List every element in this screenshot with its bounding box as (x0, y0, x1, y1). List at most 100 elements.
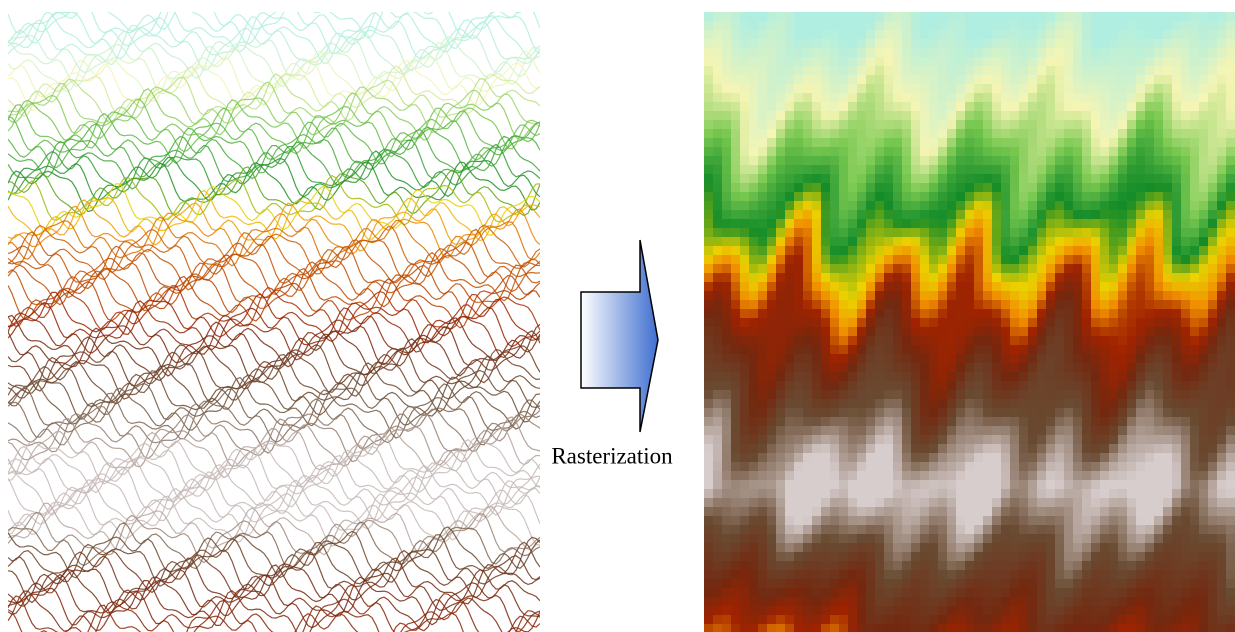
raster-cell (1055, 174, 1064, 183)
raster-cell (1046, 219, 1055, 228)
raster-cell (1199, 588, 1208, 597)
raster-cell (1109, 75, 1118, 84)
raster-cell (812, 21, 821, 30)
raster-cell (974, 219, 983, 228)
raster-cell (911, 138, 920, 147)
raster-cell (974, 381, 983, 390)
raster-cell (947, 57, 956, 66)
raster-cell (920, 201, 929, 210)
raster-cell (1037, 255, 1046, 264)
raster-cell (794, 489, 803, 498)
raster-cell (812, 84, 821, 93)
raster-cell (902, 282, 911, 291)
raster-cell (1136, 363, 1145, 372)
raster-cell (1046, 48, 1055, 57)
raster-cell (1145, 75, 1154, 84)
raster-cell (731, 39, 740, 48)
raster-cell (713, 579, 722, 588)
raster-cell (767, 381, 776, 390)
raster-cell (731, 327, 740, 336)
raster-cell (731, 354, 740, 363)
raster-cell (1190, 354, 1199, 363)
raster-cell (758, 345, 767, 354)
raster-cell (920, 363, 929, 372)
raster-cell (938, 480, 947, 489)
raster-cell (776, 606, 785, 615)
raster-cell (731, 462, 740, 471)
raster-cell (920, 309, 929, 318)
raster-cell (992, 354, 1001, 363)
raster-cell (1010, 381, 1019, 390)
raster-cell (803, 525, 812, 534)
raster-cell (776, 408, 785, 417)
raster-cell (1208, 75, 1217, 84)
raster-cell (1100, 408, 1109, 417)
raster-cell (1226, 309, 1235, 318)
raster-cell (1001, 318, 1010, 327)
raster-cell (1055, 453, 1064, 462)
raster-cell (758, 606, 767, 615)
raster-cell (785, 480, 794, 489)
raster-cell (875, 399, 884, 408)
raster-cell (785, 165, 794, 174)
raster-cell (929, 624, 938, 632)
contour-line (8, 331, 540, 382)
raster-cell (1163, 84, 1172, 93)
raster-cell (749, 219, 758, 228)
raster-cell (740, 147, 749, 156)
raster-cell (1001, 183, 1010, 192)
raster-cell (1082, 363, 1091, 372)
raster-cell (704, 201, 713, 210)
raster-cell (947, 408, 956, 417)
raster-cell (749, 21, 758, 30)
raster-cell (1091, 363, 1100, 372)
raster-cell (875, 570, 884, 579)
raster-cell (992, 165, 1001, 174)
raster-cell (830, 12, 839, 21)
raster-cell (731, 147, 740, 156)
raster-cell (1199, 624, 1208, 632)
raster-cell (713, 363, 722, 372)
raster-cell (902, 381, 911, 390)
raster-cell (839, 138, 848, 147)
raster-cell (1073, 102, 1082, 111)
raster-cell (758, 381, 767, 390)
raster-cell (713, 462, 722, 471)
raster-cell (812, 264, 821, 273)
raster-cell (731, 102, 740, 111)
raster-cell (1136, 219, 1145, 228)
raster-cell (974, 471, 983, 480)
raster-cell (758, 426, 767, 435)
raster-cell (920, 39, 929, 48)
raster-cell (848, 273, 857, 282)
raster-cell (947, 282, 956, 291)
raster-cell (956, 264, 965, 273)
raster-cell (704, 12, 713, 21)
raster-cell (1037, 129, 1046, 138)
raster-cell (1145, 354, 1154, 363)
raster-cell (884, 408, 893, 417)
raster-cell (839, 462, 848, 471)
raster-cell (722, 561, 731, 570)
raster-cell (974, 264, 983, 273)
raster-cell (929, 534, 938, 543)
raster-cell (1199, 363, 1208, 372)
raster-cell (1010, 48, 1019, 57)
raster-cell (857, 165, 866, 174)
raster-cell (956, 435, 965, 444)
raster-cell (1064, 453, 1073, 462)
raster-cell (974, 516, 983, 525)
raster-cell (1064, 120, 1073, 129)
raster-cell (1217, 579, 1226, 588)
raster-cell (911, 300, 920, 309)
raster-cell (938, 246, 947, 255)
raster-cell (911, 21, 920, 30)
raster-cell (1172, 156, 1181, 165)
raster-cell (1208, 246, 1217, 255)
raster-cell (1217, 66, 1226, 75)
raster-cell (938, 129, 947, 138)
raster-cell (713, 66, 722, 75)
raster-cell (830, 615, 839, 624)
raster-cell (1046, 516, 1055, 525)
raster-cell (1145, 588, 1154, 597)
